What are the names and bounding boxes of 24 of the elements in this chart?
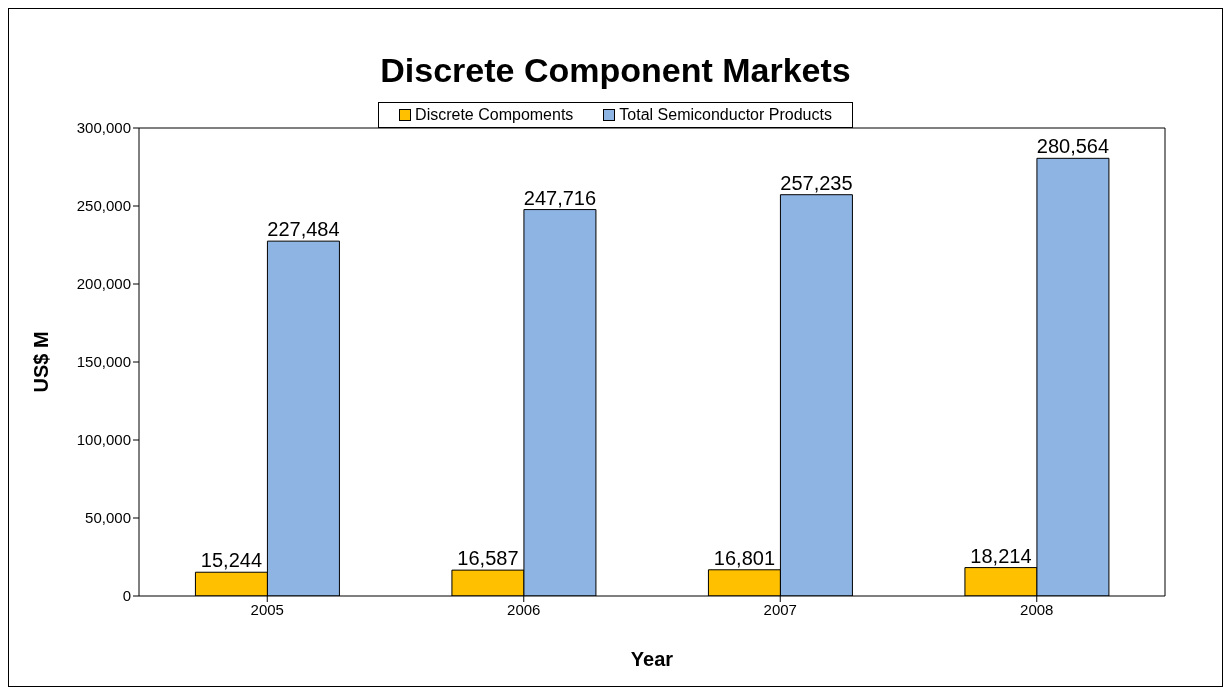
y-tick-label: 250,000 bbox=[76, 197, 131, 215]
x-tick-label: 2008 bbox=[1020, 600, 1054, 618]
data-label: 15,244 bbox=[200, 549, 263, 572]
legend-label: Total Semiconductor Products bbox=[618, 106, 832, 124]
x-tick-label: 2006 bbox=[507, 600, 541, 618]
x-axis-title: Year bbox=[630, 648, 674, 670]
y-tick-label: 300,000 bbox=[76, 119, 131, 137]
data-label: 280,564 bbox=[1036, 135, 1110, 158]
x-tick-label: 2007 bbox=[763, 600, 797, 618]
x-tick-label: 2005 bbox=[250, 600, 284, 618]
y-tick-label: 200,000 bbox=[76, 275, 131, 293]
data-label: 16,587 bbox=[457, 547, 519, 570]
chart-title: Discrete Component Markets bbox=[379, 51, 852, 90]
data-label: 227,484 bbox=[267, 218, 340, 241]
data-label: 16,801 bbox=[713, 546, 776, 569]
y-tick-label: 50,000 bbox=[85, 509, 131, 527]
y-tick-label: 150,000 bbox=[76, 353, 131, 371]
data-label: 247,716 bbox=[523, 186, 597, 209]
y-tick-label: 100,000 bbox=[76, 431, 131, 449]
y-tick-label: 0 bbox=[122, 587, 131, 605]
y-axis-title: US$ M bbox=[30, 331, 53, 393]
data-label: 257,235 bbox=[780, 171, 853, 194]
legend-label: Discrete Compoments bbox=[414, 106, 574, 124]
data-label: 18,214 bbox=[970, 544, 1032, 567]
